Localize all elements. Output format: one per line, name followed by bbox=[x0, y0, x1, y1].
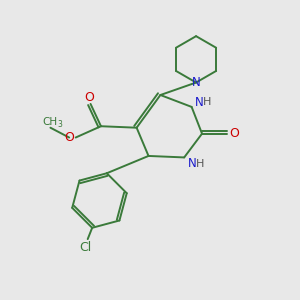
Text: N: N bbox=[195, 96, 204, 109]
Text: H: H bbox=[203, 98, 211, 107]
Text: methyl: methyl bbox=[46, 124, 51, 125]
Text: N: N bbox=[192, 76, 200, 89]
Text: O: O bbox=[84, 91, 94, 104]
Text: Cl: Cl bbox=[80, 241, 92, 254]
Text: CH: CH bbox=[43, 117, 58, 128]
Text: O: O bbox=[64, 131, 74, 144]
Text: N: N bbox=[188, 158, 197, 170]
Text: 3: 3 bbox=[57, 120, 62, 129]
Text: H: H bbox=[196, 159, 204, 169]
Text: O: O bbox=[229, 127, 239, 140]
